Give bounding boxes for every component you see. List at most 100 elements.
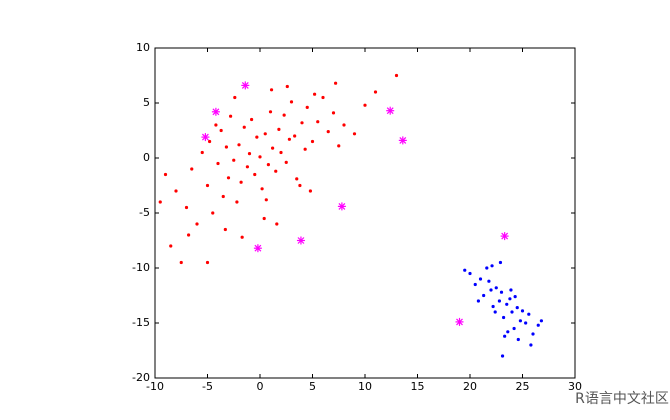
point [334,81,338,85]
point [195,222,199,226]
x-tick-label: -5 [202,380,213,393]
point [205,183,210,188]
star-point [253,244,262,253]
point [352,132,357,136]
point [363,103,367,107]
point [512,326,516,331]
star-point [211,107,220,116]
point [489,288,493,292]
x-tick-label: 10 [358,380,372,393]
point [305,105,309,109]
point [505,302,509,306]
point [208,139,212,144]
point [494,286,498,290]
point [293,134,297,138]
point [498,260,503,265]
point [235,200,239,204]
point [219,128,223,133]
point [478,277,483,281]
point [508,297,512,301]
point [163,172,168,177]
point [211,211,215,215]
point [500,354,505,358]
point [233,95,237,100]
point [216,161,220,166]
point [174,189,178,193]
point [226,176,231,180]
point [326,130,330,134]
point [503,334,507,338]
point [269,88,274,92]
star-stroke [399,136,407,144]
point [502,315,506,320]
point [310,139,315,144]
x-tick-label: 5 [309,380,316,393]
point [287,137,291,141]
point [262,216,266,221]
point [242,125,246,129]
point [289,100,294,104]
point [245,165,249,169]
point [263,132,267,136]
y-tick-label: -20 [132,371,150,384]
point [221,194,225,199]
point [223,227,227,232]
point [518,319,523,323]
point [179,260,183,265]
point [295,177,299,181]
point [520,309,525,313]
point [237,143,241,147]
point [200,150,204,155]
point [493,310,497,314]
star-point [500,232,509,241]
star-stroke [501,232,509,240]
point [485,266,489,270]
point [224,145,228,149]
x-tick-label: 20 [463,380,477,393]
point [529,343,533,347]
point [255,135,259,139]
x-tick-label: 15 [411,380,425,393]
point [527,312,531,316]
point [268,110,273,114]
point [184,205,189,210]
y-tick-label: -5 [139,206,150,219]
star-point [337,202,346,211]
point [536,323,540,327]
star-stroke [254,244,262,252]
star-stroke [338,202,346,210]
watermark: R语言中文社区 [575,391,669,407]
y-tick-label: 10 [136,41,150,54]
point [250,117,254,122]
point [510,310,514,314]
point [187,233,191,237]
point [205,260,210,265]
star-stroke [297,237,305,244]
star-stroke [456,318,463,326]
point [337,144,341,148]
point [303,147,307,151]
point [232,158,236,162]
point [247,152,252,156]
point [282,113,286,117]
point [260,187,264,191]
point [239,180,243,184]
point [240,235,244,239]
point [274,169,278,173]
point [331,111,336,115]
star-stroke [212,108,220,116]
star-point [398,136,407,145]
star-stroke [201,133,209,141]
star-point [455,317,464,326]
point [284,160,288,164]
point [524,321,528,325]
star-stroke [386,107,394,115]
point [513,295,517,299]
y-tick-label: 5 [143,96,150,109]
point [342,123,346,127]
point [277,127,281,131]
x-tick-label: 25 [516,380,530,393]
point [279,150,283,155]
